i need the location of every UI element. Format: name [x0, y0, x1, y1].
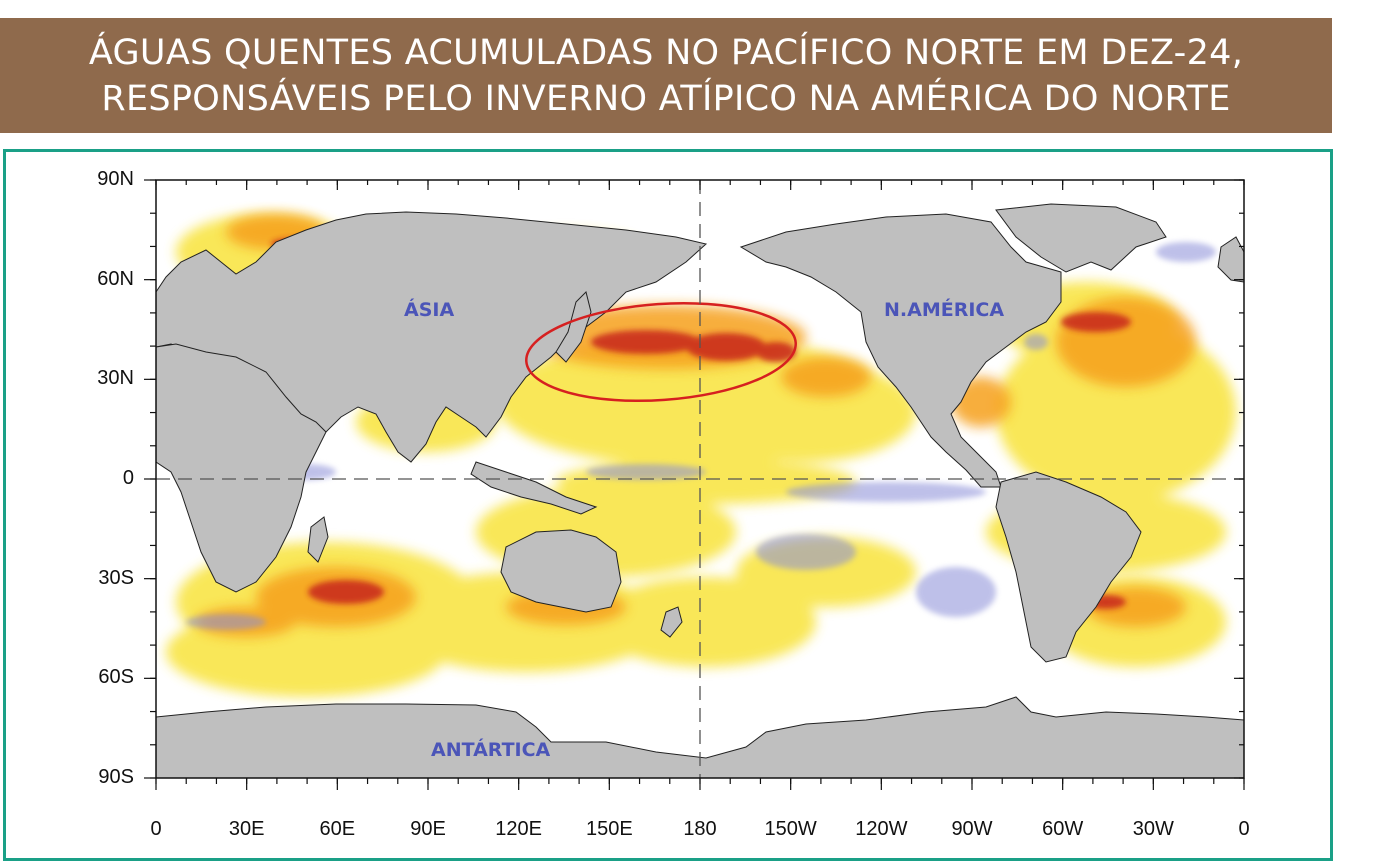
land-masses: [156, 203, 1244, 778]
sst-anomaly-map: [144, 179, 1245, 790]
lon-tick-label: 180: [683, 818, 717, 840]
lat-tick-label: 60S: [98, 666, 134, 689]
lon-tick-label: 30E: [228, 818, 265, 840]
lat-tick-label: 30S: [98, 566, 134, 589]
lon-tick-label: 60W: [1042, 818, 1084, 840]
lat-tick-label: 60N: [97, 267, 134, 290]
lon-tick-label: 0: [1238, 818, 1250, 840]
south-america: [995, 471, 1142, 663]
lat-tick-label: 90N: [97, 168, 134, 190]
lat-tick-label: 30N: [97, 367, 134, 390]
madagascar: [307, 516, 329, 563]
lon-tick-label: 150E: [585, 818, 633, 840]
lon-tick-label: 90W: [951, 818, 993, 840]
lon-tick-label: 60E: [319, 818, 356, 840]
anomaly-extreme-fields: [271, 238, 1131, 609]
lon-tick-label: 120E: [495, 818, 543, 840]
anomaly-cold-fields: [186, 242, 1216, 630]
lon-tick-label: 90E: [410, 818, 446, 840]
title-line-1: ÁGUAS QUENTES ACUMULADAS NO PACÍFICO NOR…: [88, 32, 1244, 73]
greenland: [995, 203, 1167, 273]
uk: [1217, 236, 1244, 283]
lat-tick-label: 0: [122, 467, 134, 489]
label-asia: ÁSIA: [404, 299, 455, 321]
label-antarctica: ANTÁRTICA: [431, 739, 551, 761]
highlight-ellipse: [525, 301, 797, 403]
north-america: [739, 213, 1062, 488]
title-line-2: RESPONSÁVEIS PELO INVERNO ATÍPICO NA AMÉ…: [101, 78, 1231, 119]
map-frame: ÁSIA N.AMÉRICA ANTÁRTICA 90N 60N 30N 0 30S 60…: [3, 149, 1333, 861]
lat-tick-label: 90S: [98, 766, 134, 788]
label-north-america: N.AMÉRICA: [884, 299, 1005, 321]
australia: [500, 529, 622, 613]
lon-tick-label: 0: [150, 818, 162, 840]
antarctica: [156, 696, 1244, 778]
title-banner: ÁGUAS QUENTES ACUMULADAS NO PACÍFICO NOR…: [0, 18, 1332, 133]
africa: [156, 343, 327, 593]
lon-tick-label: 30W: [1132, 818, 1174, 840]
tick-marks: [144, 179, 1245, 790]
lon-tick-label: 120W: [855, 818, 908, 840]
lon-tick-label: 150W: [764, 818, 817, 840]
new-zealand: [660, 606, 683, 638]
indonesia: [470, 461, 598, 515]
japan: [555, 291, 592, 363]
